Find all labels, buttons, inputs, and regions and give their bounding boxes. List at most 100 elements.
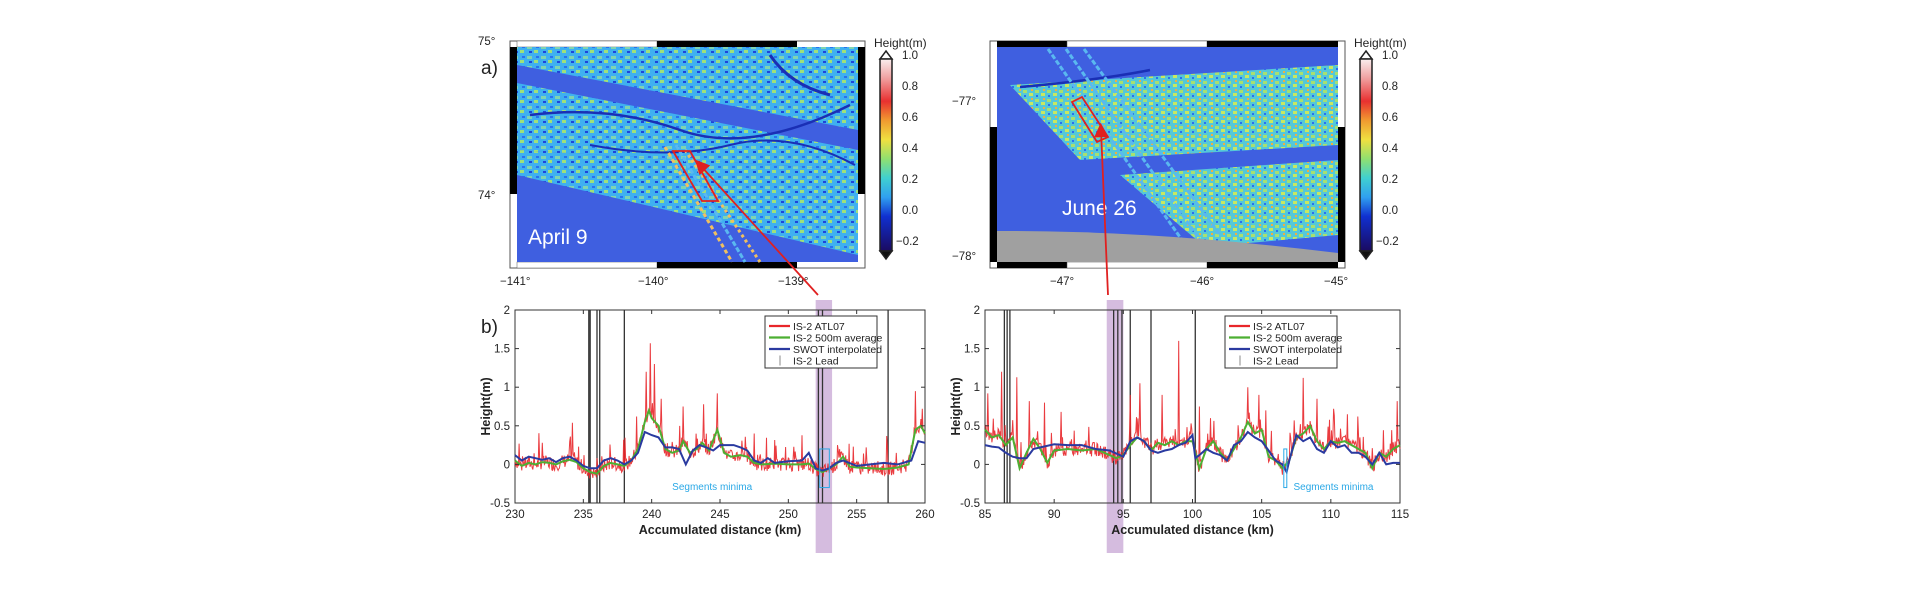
- colorbar-bottom-arrow: [1358, 250, 1374, 261]
- sea-ice-imagery: [1010, 65, 1338, 160]
- frame-bar: [516, 40, 658, 48]
- lon-tick: −139°: [778, 276, 809, 288]
- x-tick-label: 245: [710, 509, 729, 521]
- panel-a-label: a): [481, 58, 498, 79]
- frame-bar: [997, 262, 1067, 268]
- colorbar-ticks: 1.0 0.8 0.6 0.4 0.2 0.0 −0.2: [896, 50, 919, 248]
- frame-bar: [657, 262, 797, 268]
- y-tick-label: 1: [504, 382, 510, 394]
- colorbar-tick: 0.0: [1382, 205, 1398, 217]
- colorbar: [1359, 58, 1373, 252]
- y-tick-label: 1.5: [964, 344, 980, 356]
- lon-tick: −47°: [1050, 276, 1074, 288]
- y-tick-label: 1: [974, 382, 980, 394]
- x-tick-label: 250: [779, 509, 798, 521]
- frame-bar: [1066, 261, 1208, 269]
- legend-entry-swot: SWOT interpolated: [1253, 344, 1342, 356]
- sea-ice-imagery: [1120, 160, 1338, 247]
- x-tick-label: 90: [1048, 509, 1061, 521]
- map-april: April 9 75° 74° −141° −140° −139° Height…: [478, 36, 927, 288]
- x-tick-label: 255: [847, 509, 866, 521]
- series-swot-interpolated: [984, 430, 1400, 475]
- y-tick-label: -0.5: [960, 498, 980, 510]
- series-is2-atl07: [984, 340, 1401, 475]
- colorbar-tick: 0.4: [1382, 143, 1399, 155]
- x-tick-label: 260: [915, 509, 934, 521]
- y-tick-label: 2: [974, 305, 980, 317]
- y-tick-label: 0.5: [494, 421, 510, 433]
- colorbar-tick: −0.2: [896, 236, 919, 248]
- frame-bar: [990, 127, 997, 262]
- frame-bar: [997, 41, 1067, 47]
- legend-box: [764, 315, 878, 369]
- colorbar-bottom-arrow: [878, 250, 894, 261]
- colorbar-tick: 0.6: [1382, 112, 1398, 124]
- colorbar-tick: 0.4: [902, 143, 919, 155]
- lead-crack: [1019, 68, 1151, 89]
- legend-entry-swot: SWOT interpolated: [793, 344, 882, 356]
- x-tick-label: 230: [505, 509, 524, 521]
- lead-crack: [589, 139, 856, 166]
- is2-track: [1082, 48, 1222, 236]
- segments-minima-box: [1283, 448, 1288, 489]
- colorbar-tick: 0.0: [902, 205, 918, 217]
- x-tick-label: 240: [642, 509, 661, 521]
- legend-entry-lead: IS-2 Lead: [793, 356, 839, 368]
- y-tick-label: -0.5: [490, 498, 510, 510]
- is2-track: [663, 146, 734, 263]
- series-swot-interpolated: [514, 430, 926, 472]
- frame-bar: [516, 261, 658, 269]
- lon-tick: −141°: [500, 276, 531, 288]
- colorbar-tick: 0.2: [902, 174, 918, 186]
- legend-entry-500m-average: IS-2 500m average: [1253, 333, 1342, 345]
- lat-tick: −78°: [952, 251, 976, 263]
- lon-tick: −46°: [1190, 276, 1214, 288]
- colorbar-tick: 0.8: [1382, 81, 1398, 93]
- swath-gap: [517, 65, 858, 150]
- panel-b-label: b): [481, 317, 498, 338]
- y-tick-label: 0: [504, 459, 510, 471]
- frame-bar: [1207, 262, 1338, 268]
- land-mask: [997, 230, 1338, 262]
- lat-tick: 75°: [478, 36, 495, 48]
- y-axis-title: Height(m): [949, 377, 963, 435]
- segments-minima-label: Segments minima: [672, 482, 752, 493]
- y-tick-label: 1.5: [494, 344, 510, 356]
- map-date-label: June 26: [1062, 197, 1137, 220]
- legend-box: [1224, 315, 1338, 369]
- colorbar-tick: 0.8: [902, 81, 918, 93]
- colorbar-top-arrow: [878, 49, 894, 60]
- colorbar-top-arrow: [1358, 49, 1374, 60]
- x-tick-label: 105: [1252, 509, 1271, 521]
- highlight-band: [1106, 300, 1124, 553]
- map-june: June 26 −77° −78° −47° −46° −45° Height(…: [952, 36, 1407, 288]
- height-profile-chart-april: Segments minima -0.5 0 0.5 1 1.5 2 230 235 240 245…: [479, 300, 935, 553]
- colorbar-tick: 0.6: [902, 112, 918, 124]
- lon-tick: −45°: [1324, 276, 1348, 288]
- frame-bar: [1207, 41, 1338, 47]
- y-tick-label: 0.5: [964, 421, 980, 433]
- colorbar-tick: −0.2: [1376, 236, 1399, 248]
- segments-minima-box: [819, 448, 830, 489]
- legend-entry-atl07: IS-2 ATL07: [1253, 321, 1305, 333]
- y-axis-title: Height(m): [479, 377, 493, 435]
- frame-bar: [1338, 127, 1345, 262]
- lead-crack: [529, 103, 851, 140]
- legend-entry-lead: IS-2 Lead: [1253, 356, 1299, 368]
- colorbar-tick: 1.0: [1382, 50, 1398, 62]
- colorbar-title: Height(m): [1354, 36, 1407, 50]
- frame-bar: [657, 41, 797, 47]
- colorbar-title: Height(m): [874, 36, 927, 50]
- legend-entry-atl07: IS-2 ATL07: [793, 321, 845, 333]
- x-tick-label: 85: [979, 509, 992, 521]
- height-profile-chart-june: Segments minima -0.5 0 0.5 1 1.5 2 85 90 95 100 105…: [949, 300, 1409, 553]
- legend-entry-500m-average: IS-2 500m average: [793, 333, 882, 345]
- colorbar-tick: 1.0: [902, 50, 918, 62]
- x-tick-label: 100: [1183, 509, 1202, 521]
- lead-crack: [768, 54, 831, 97]
- lon-tick: −140°: [638, 276, 669, 288]
- colorbar: [879, 58, 893, 252]
- frame-bar: [1066, 40, 1208, 48]
